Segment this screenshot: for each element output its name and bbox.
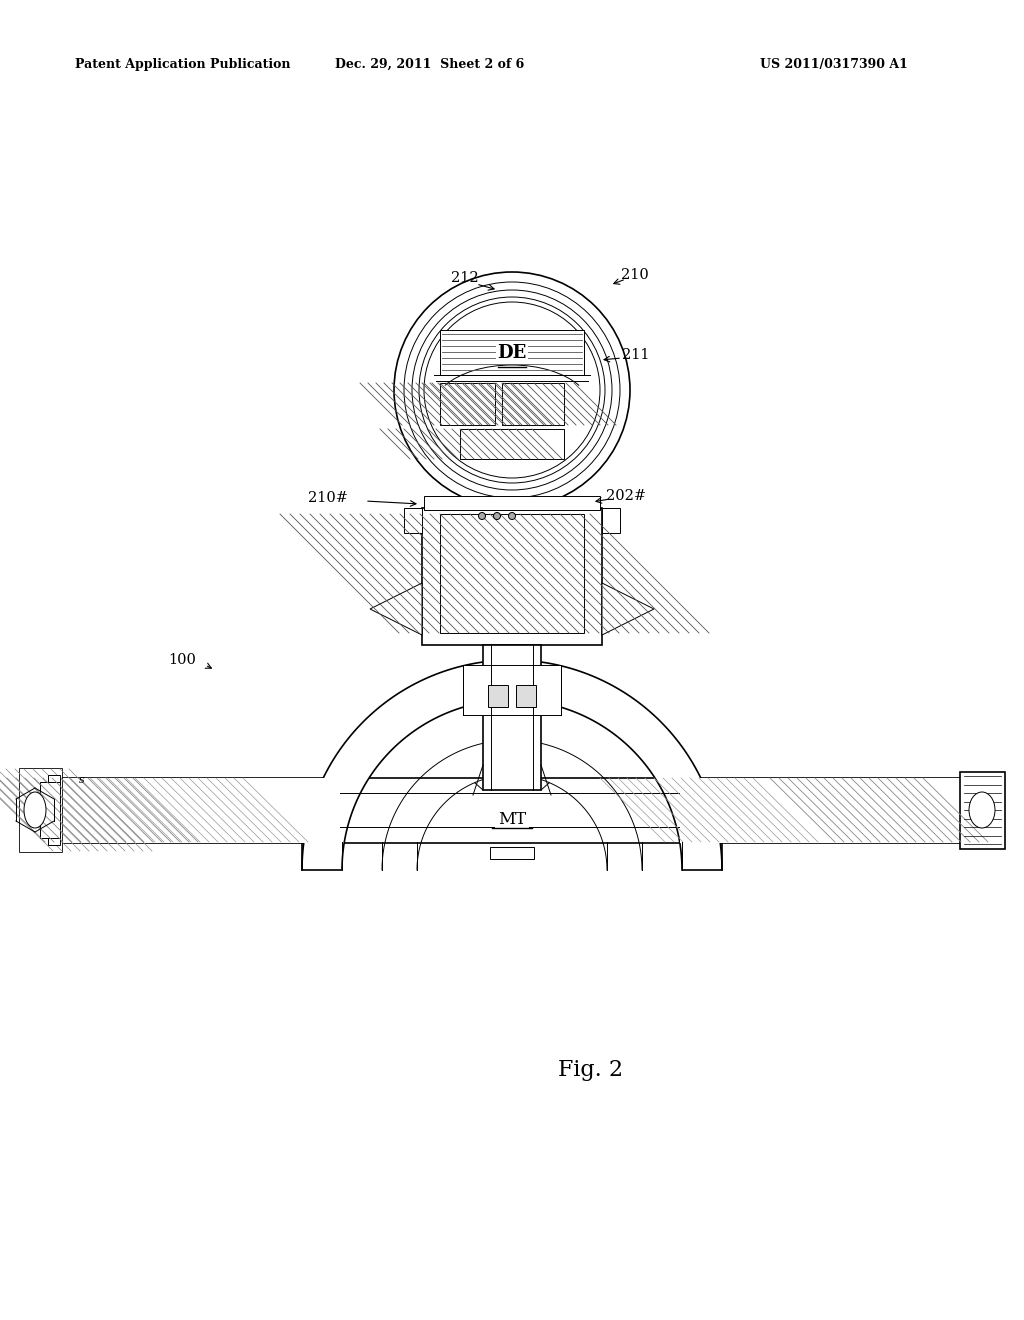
Text: US 2011/0317390 A1: US 2011/0317390 A1	[760, 58, 908, 71]
Bar	[48, 775, 60, 845]
Text: MT: MT	[498, 812, 526, 829]
Text: DE: DE	[498, 343, 526, 362]
Bar	[424, 496, 600, 510]
Bar	[20, 770, 62, 851]
Polygon shape	[302, 660, 722, 870]
Bar	[404, 508, 422, 533]
Bar	[490, 847, 534, 859]
Bar	[440, 513, 584, 634]
Text: 202#: 202#	[606, 488, 646, 503]
Bar	[961, 772, 1005, 849]
Circle shape	[404, 282, 620, 498]
Text: s: s	[79, 775, 85, 785]
Text: 212: 212	[452, 271, 479, 285]
Bar	[440, 383, 495, 425]
Circle shape	[494, 512, 501, 520]
Text: 211: 211	[623, 348, 650, 362]
Bar	[463, 665, 561, 715]
Text: Fig. 2: Fig. 2	[557, 1059, 623, 1081]
Bar	[440, 330, 584, 375]
Polygon shape	[602, 583, 654, 635]
Circle shape	[419, 297, 605, 483]
Bar	[602, 508, 620, 533]
Ellipse shape	[969, 792, 995, 828]
Circle shape	[478, 512, 485, 520]
Bar	[488, 685, 508, 708]
Polygon shape	[370, 583, 422, 635]
Text: 210#: 210#	[308, 491, 348, 506]
Bar	[40, 781, 60, 838]
Bar	[422, 508, 602, 645]
Circle shape	[509, 512, 515, 520]
Bar	[680, 777, 850, 843]
Bar	[460, 429, 564, 459]
Circle shape	[412, 290, 612, 490]
Circle shape	[394, 272, 630, 508]
Bar	[502, 383, 564, 425]
Bar	[170, 777, 340, 843]
Text: 100: 100	[168, 653, 196, 667]
Circle shape	[424, 302, 600, 478]
Bar	[60, 777, 170, 843]
Text: 210: 210	[622, 268, 649, 282]
Bar	[483, 645, 541, 789]
Bar	[20, 770, 62, 851]
Ellipse shape	[24, 792, 46, 828]
Text: Dec. 29, 2011  Sheet 2 of 6: Dec. 29, 2011 Sheet 2 of 6	[336, 58, 524, 71]
Text: Patent Application Publication: Patent Application Publication	[75, 58, 291, 71]
Bar	[850, 777, 961, 843]
Bar	[516, 685, 536, 708]
Bar	[60, 777, 961, 843]
